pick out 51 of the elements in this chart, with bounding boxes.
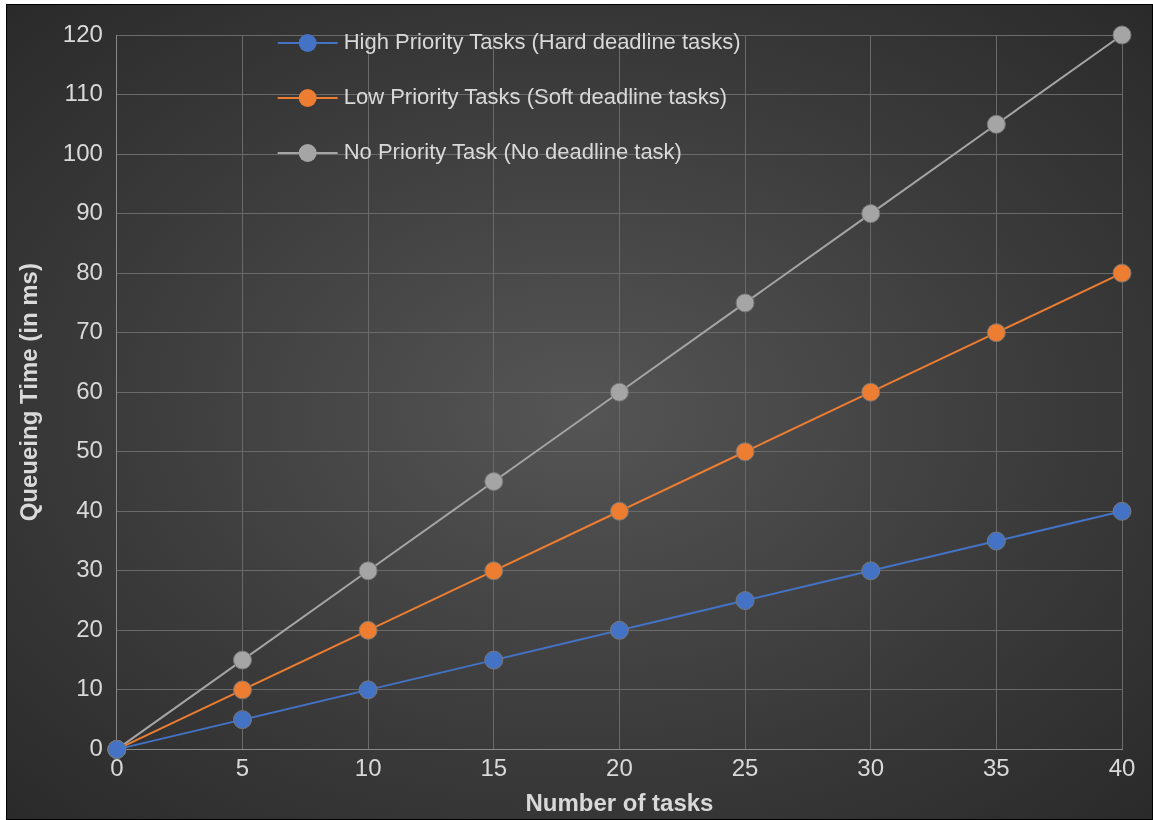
point <box>609 620 629 640</box>
point <box>861 382 881 402</box>
x-tick-label: 35 <box>983 754 1010 782</box>
point <box>986 114 1006 134</box>
point <box>986 531 1006 551</box>
point <box>609 501 629 521</box>
x-tick-label: 10 <box>354 754 382 782</box>
point <box>735 293 755 313</box>
point <box>609 382 629 402</box>
y-tick-label: 80 <box>76 257 103 285</box>
x-tick-label: 40 <box>1108 754 1136 782</box>
point <box>1112 263 1132 283</box>
point <box>232 710 252 730</box>
y-tick-label: 110 <box>64 79 103 107</box>
point <box>1112 501 1132 521</box>
point <box>232 680 252 700</box>
x-tick-label: 20 <box>606 754 633 782</box>
x-tick-label: 30 <box>857 754 885 782</box>
point <box>484 650 504 670</box>
y-tick-label: 50 <box>76 436 103 464</box>
point <box>358 680 378 700</box>
point <box>1112 25 1132 45</box>
point <box>735 442 755 462</box>
y-tick-label: 60 <box>76 376 103 404</box>
y-tick-label: 30 <box>76 555 103 583</box>
legend-label: High Priority Tasks (Hard deadline tasks) <box>343 29 741 55</box>
x-tick-label: 25 <box>731 754 759 782</box>
y-axis-title: Queueing Time (in ms) <box>15 263 43 522</box>
y-tick-label: 70 <box>76 317 103 345</box>
point <box>484 561 504 581</box>
point <box>861 204 881 224</box>
point <box>484 472 504 491</box>
point <box>232 650 252 670</box>
y-tick-label: 100 <box>62 138 103 166</box>
y-tick-label: 120 <box>62 19 103 47</box>
legend-label: Low Priority Tasks (Soft deadline tasks) <box>343 84 728 110</box>
point <box>358 561 378 581</box>
x-tick-label: 15 <box>480 754 508 782</box>
legend-label: No Priority Task (No deadline task) <box>343 139 682 165</box>
y-tick-label: 40 <box>76 495 103 523</box>
point <box>358 620 378 640</box>
x-tick-label: 0 <box>110 754 124 782</box>
y-tick-label: 0 <box>89 734 103 762</box>
x-axis-title: Number of tasks <box>525 789 714 817</box>
y-tick-label: 90 <box>76 198 103 226</box>
point <box>986 323 1006 343</box>
point <box>735 591 755 611</box>
y-tick-label: 10 <box>76 674 103 702</box>
y-tick-label: 20 <box>76 614 103 642</box>
x-tick-label: 5 <box>235 754 250 782</box>
point <box>861 561 881 581</box>
